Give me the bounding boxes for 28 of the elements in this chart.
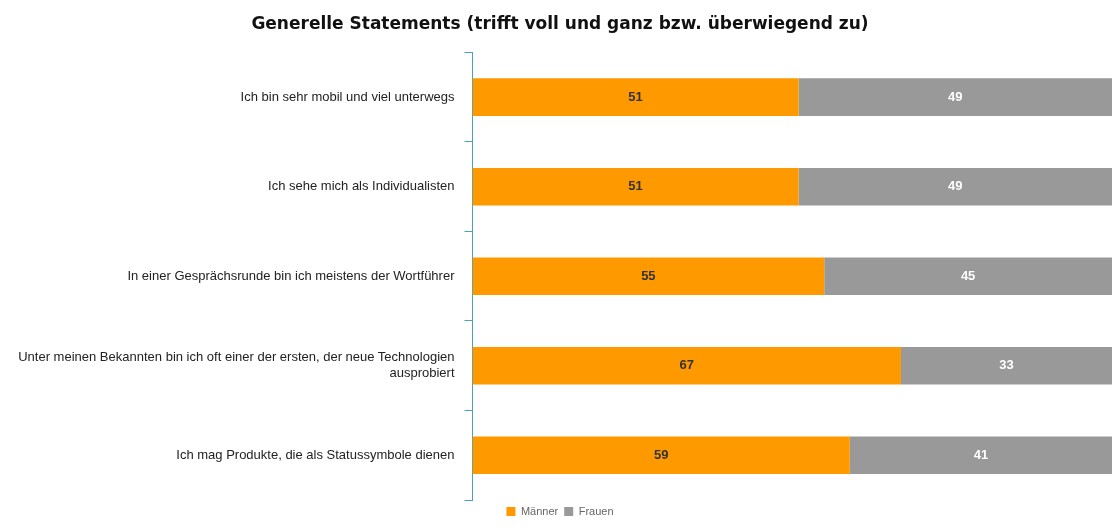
legend-label: Frauen	[578, 504, 614, 517]
bar	[472, 436, 850, 475]
bar	[900, 346, 1112, 385]
y-tick-label: Ich bin sehr mobil und viel unterwegs	[240, 88, 455, 104]
data-label: 41	[973, 446, 989, 462]
data-label: 45	[960, 267, 976, 283]
data-label: 33	[999, 357, 1014, 373]
bar	[472, 346, 901, 385]
bar	[472, 78, 799, 116]
y-tick-label: Ich sehe mich als Individualisten	[268, 178, 455, 194]
bar	[472, 257, 825, 295]
bar	[798, 78, 1112, 116]
bar	[472, 167, 799, 206]
data-label: 51	[628, 88, 643, 104]
bar	[824, 257, 1112, 295]
data-label: 59	[653, 446, 669, 462]
y-tick-label: In einer Gesprächsrunde bin ich meistens der Wortführer	[127, 267, 456, 283]
data-label: 67	[679, 357, 694, 373]
y-tick-label: Unter meinen Bekannten bin ich oft einer der ersten, der neue Technologien ausprobiert	[18, 349, 455, 381]
data-label: 55	[641, 267, 656, 283]
legend-label: Männer	[520, 504, 559, 517]
data-label: 51	[628, 178, 643, 194]
data-label: 49	[948, 178, 963, 194]
chart-title: Generelle Statements (trifft voll und ganz bzw. überwiegend zu)	[251, 12, 869, 33]
y-tick-label: Ich mag Produkte, die als Statussymbole dienen	[176, 446, 455, 462]
data-label: 49	[948, 88, 963, 104]
bar	[798, 167, 1112, 206]
bar	[849, 436, 1112, 475]
